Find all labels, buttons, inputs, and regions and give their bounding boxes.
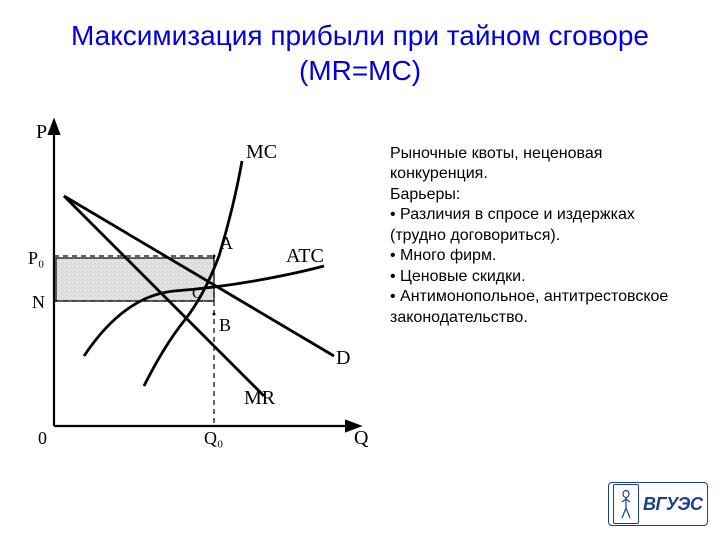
c-label: C (192, 285, 203, 302)
bullet-2: • Много фирм. (390, 246, 710, 266)
q0-label: Q₀ (204, 428, 223, 448)
line-1: Рыночные квоты, неценовая (390, 144, 710, 164)
description-text: Рыночные квоты, неценовая конкуренция. Б… (390, 144, 710, 328)
content-area: P Q 0 P₀ N Q₀ A B C MC ATC D MR Рыночные… (0, 96, 720, 536)
bullet-3: • Ценовые скидки. (390, 267, 710, 287)
vgues-logo: ВГУЭС (608, 482, 708, 526)
a-label: A (220, 233, 233, 253)
p-axis-label: P (36, 121, 47, 143)
page-title: Максимизация прибыли при тайном сговоре … (0, 0, 720, 96)
mc-label: MC (246, 141, 277, 163)
profit-rect (56, 258, 214, 301)
line-2: конкуренция. (390, 164, 710, 184)
line-3: Барьеры: (390, 185, 710, 205)
d-label: D (336, 347, 350, 369)
mr-label: MR (244, 387, 276, 409)
bullet-4: • Антимонопольное, антитрестовское (390, 287, 710, 307)
logo-text: ВГУЭС (643, 494, 702, 515)
origin-label: 0 (38, 428, 47, 448)
n-label: N (32, 292, 45, 312)
point-a (213, 255, 216, 258)
q-axis-label: Q (354, 427, 369, 449)
bullet-1b: (трудно договориться). (390, 226, 710, 246)
b-label: B (219, 315, 231, 335)
bullet-1: • Различия в спросе и издержках (390, 205, 710, 225)
point-b (213, 313, 216, 316)
mc-mr-chart: P Q 0 P₀ N Q₀ A B C MC ATC D MR (14, 106, 374, 466)
bullet-4b: законодательство. (390, 308, 710, 328)
logo-figure-icon (613, 484, 639, 524)
atc-label: ATC (286, 245, 324, 267)
p0-label: P₀ (28, 248, 44, 268)
